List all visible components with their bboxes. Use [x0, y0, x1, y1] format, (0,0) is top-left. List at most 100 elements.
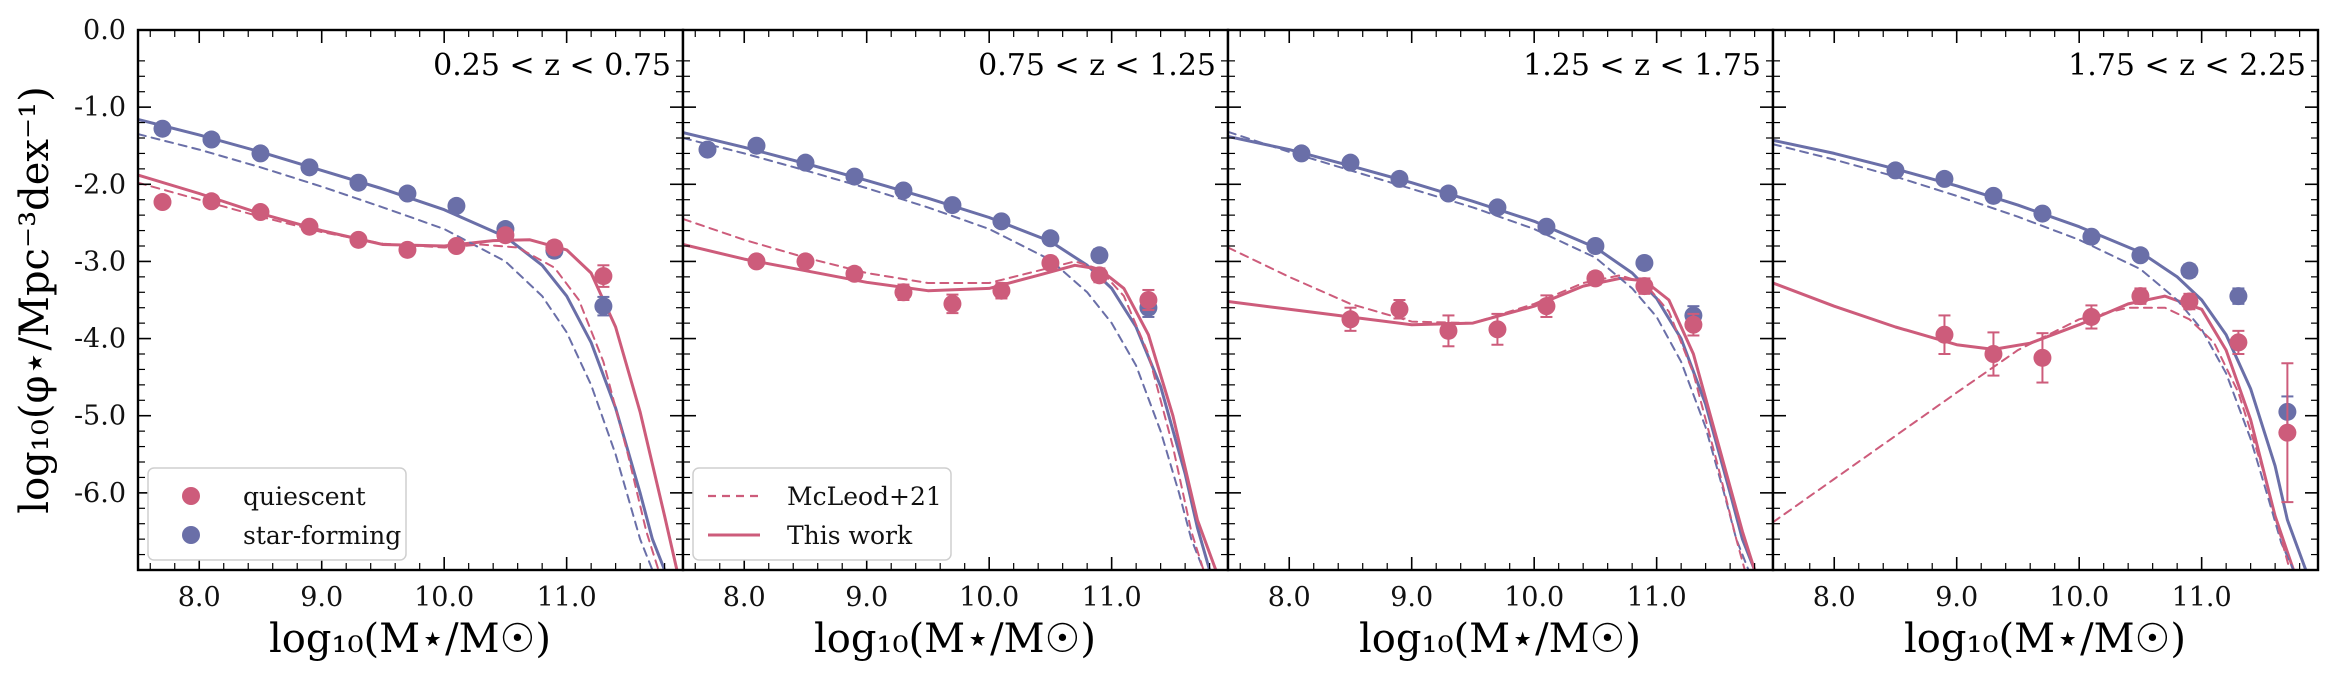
star-forming-data-point: [747, 136, 766, 155]
x-tick-label: 9.0: [845, 582, 888, 613]
panel-z-1-25-1-75: 8.0 9.0 10.0 11.0 1.25 < z < 1.75: [1226, 28, 1775, 613]
quiescent-data-point: [1090, 266, 1109, 285]
star-forming-data-point: [845, 167, 864, 186]
x-tick-label: 8.0: [1268, 582, 1311, 613]
quiescent-data-point: [545, 238, 564, 257]
x-tick-label: 10.0: [414, 582, 474, 613]
legend-mcleod-label: McLeod+21: [787, 482, 942, 511]
star-forming-data-point: [1341, 153, 1360, 172]
y-tick-label: -1.0: [74, 92, 126, 123]
x-axis-title: log₁₀(M⋆/M☉): [269, 616, 551, 662]
panel-z-1-75-2-25: 8.0 9.0 10.0 11.0 1.75 < z < 2.25: [1771, 28, 2320, 613]
legend-star-forming-marker: [182, 526, 200, 544]
quiescent-data-point: [1341, 310, 1360, 329]
star-forming-fit-line: [1228, 135, 1757, 570]
y-tick-label: -3.0: [74, 246, 126, 277]
quiescent-data-point: [1439, 321, 1458, 340]
legend-reference-vs-fit: McLeod+21 This work: [692, 467, 952, 561]
x-tick-label: 8.0: [178, 582, 221, 613]
legend-quiescent-star-forming: quiescent star-forming: [147, 467, 407, 561]
redshift-bin-label: 1.25 < z < 1.75: [1523, 48, 1761, 83]
star-forming-data-point: [1041, 229, 1060, 248]
y-axis-title: log₁₀(φ⋆/Mpc⁻³dex⁻¹): [12, 86, 58, 513]
y-tick-label: 0.0: [83, 15, 126, 46]
star-forming-data-point: [251, 144, 270, 163]
x-tick-label: 8.0: [1813, 582, 1856, 613]
legend-star-forming-label: star-forming: [243, 521, 401, 550]
star-forming-data-point: [349, 173, 368, 192]
x-tick-label: 10.0: [2049, 582, 2109, 613]
star-forming-data-point: [1984, 186, 2003, 205]
y-tick-label: -2.0: [74, 169, 126, 200]
y-tick-label: -5.0: [74, 401, 126, 432]
star-forming-data-point: [992, 212, 1011, 231]
quiescent-data-point: [943, 294, 962, 313]
quiescent-reference-line: [1773, 306, 2291, 570]
star-forming-data-point: [943, 196, 962, 215]
x-tick-label: 9.0: [300, 582, 343, 613]
x-tick-label: 9.0: [1935, 582, 1978, 613]
star-forming-reference-line: [683, 137, 1205, 570]
star-forming-reference-line: [138, 133, 654, 570]
quiescent-data-point: [1635, 277, 1654, 296]
star-forming-data-point: [1439, 184, 1458, 203]
star-forming-reference-line: [1773, 143, 2295, 570]
quiescent-data-point: [1139, 291, 1158, 309]
legend-quiescent-label: quiescent: [243, 482, 366, 511]
quiescent-data-point: [2131, 287, 2150, 306]
star-forming-data-point: [1537, 217, 1556, 236]
redshift-bin-label: 1.75 < z < 2.25: [2068, 48, 2306, 83]
star-forming-data-point: [1635, 253, 1654, 272]
quiescent-data-point: [747, 252, 766, 271]
star-forming-data-point: [796, 153, 815, 172]
star-forming-data-point: [2033, 204, 2052, 223]
star-forming-data-point: [153, 119, 172, 138]
legend-quiescent-marker: [182, 487, 200, 505]
star-forming-data-point: [2229, 287, 2248, 306]
star-forming-data-point: [2131, 246, 2150, 265]
x-axis-title: log₁₀(M⋆/M☉): [1359, 616, 1641, 662]
quiescent-data-point: [398, 240, 417, 259]
quiescent-data-point: [300, 217, 319, 236]
star-forming-data-point: [1390, 169, 1409, 188]
quiescent-data-point: [1684, 315, 1703, 334]
quiescent-fit-line: [683, 243, 1218, 570]
legend-frame: [147, 467, 407, 561]
star-forming-data-point: [1886, 161, 1905, 180]
star-forming-data-point: [1292, 144, 1311, 163]
x-tick-label: 11.0: [1082, 582, 1142, 613]
star-forming-data-point: [2180, 261, 2199, 280]
star-forming-data-point: [447, 196, 466, 215]
star-forming-data-point: [894, 181, 913, 200]
x-tick-label: 11.0: [2172, 582, 2232, 613]
x-axis-title: log₁₀(M⋆/M☉): [1904, 616, 2186, 662]
star-forming-data-point: [1488, 198, 1507, 217]
quiescent-data-point: [992, 281, 1011, 300]
panel-z-0-75-1-25: 8.0 9.0 10.0 11.0 0.75 < z < 1.25: [681, 28, 1230, 613]
quiescent-data-point: [202, 192, 221, 211]
quiescent-data-point: [2082, 307, 2101, 326]
quiescent-data-point: [1935, 325, 1954, 344]
x-tick-label: 9.0: [1390, 582, 1433, 613]
quiescent-data-point: [2180, 292, 2199, 311]
star-forming-fit-line: [1773, 138, 2308, 570]
quiescent-data-point: [1041, 253, 1060, 272]
quiescent-data-point: [2278, 423, 2297, 442]
x-tick-label: 11.0: [1627, 582, 1687, 613]
star-forming-data-point: [1586, 237, 1605, 255]
quiescent-data-point: [447, 237, 466, 255]
x-tick-label: 8.0: [723, 582, 766, 613]
quiescent-data-point: [153, 193, 172, 212]
quiescent-data-point: [1537, 297, 1556, 316]
star-forming-data-point: [698, 140, 717, 159]
plot-frame: [1771, 28, 2320, 572]
quiescent-data-point: [845, 264, 864, 283]
plot-background: [1228, 30, 1773, 570]
quiescent-data-point: [594, 267, 613, 286]
quiescent-data-point: [349, 230, 368, 249]
x-tick-label: 10.0: [959, 582, 1019, 613]
quiescent-data-point: [796, 252, 815, 271]
star-forming-reference-line: [1228, 130, 1750, 570]
quiescent-reference-line: [138, 181, 660, 570]
star-forming-data-point: [2082, 227, 2101, 246]
